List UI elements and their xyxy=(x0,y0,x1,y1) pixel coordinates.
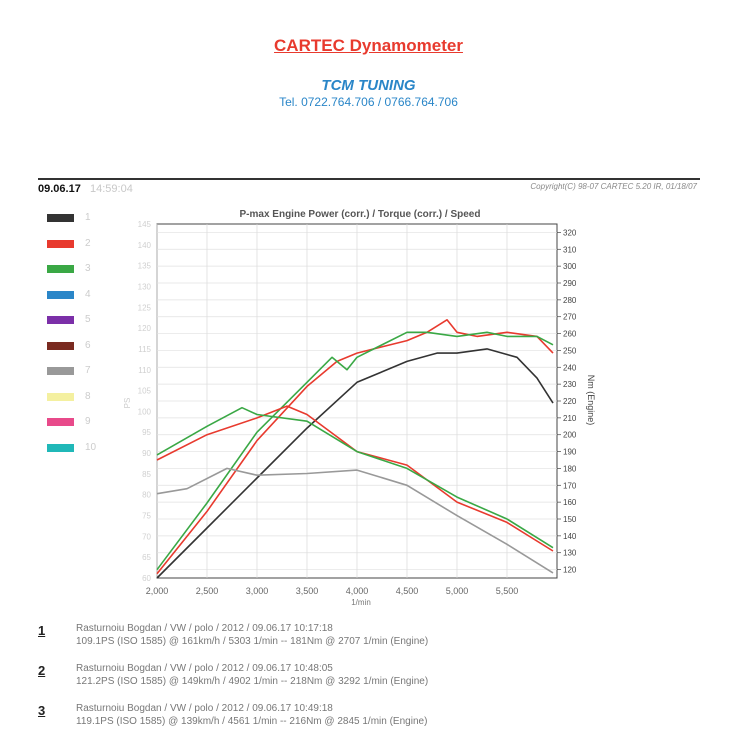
right-tick-label: 180 xyxy=(563,464,577,473)
series-torque-1 xyxy=(156,467,554,574)
x-tick-label: 2,000 xyxy=(146,586,169,596)
series-torque-2 xyxy=(156,405,554,552)
series-power-1 xyxy=(156,348,554,579)
y-left-axis-label: PS xyxy=(123,398,132,409)
company-name: TCM TUNING xyxy=(321,77,416,94)
right-tick-label: 170 xyxy=(563,481,577,490)
legend-swatch xyxy=(47,239,74,248)
left-tick-label: 65 xyxy=(142,553,151,562)
right-tick-label: 320 xyxy=(563,228,577,237)
legend-swatch xyxy=(47,392,74,401)
left-tick-label: 145 xyxy=(138,220,152,229)
left-tick-label: 85 xyxy=(142,470,151,479)
left-tick-label: 140 xyxy=(138,241,152,250)
right-tick-label: 120 xyxy=(563,566,577,575)
legend-label: 7 xyxy=(85,365,91,376)
left-tick-label: 120 xyxy=(138,324,152,333)
left-tick-label: 115 xyxy=(138,345,151,354)
left-tick-label: 60 xyxy=(142,574,151,583)
run-result: 119.1PS (ISO 1585) @ 139km/h / 4561 1/mi… xyxy=(76,716,428,727)
legend-label: 1 xyxy=(85,212,91,223)
x-tick-label: 4,000 xyxy=(346,586,369,596)
run-info: Rasturnoiu Bogdan / VW / polo / 2012 / 0… xyxy=(76,623,333,634)
left-tick-label: 90 xyxy=(142,449,151,458)
legend-swatch xyxy=(47,214,74,222)
x-tick-label: 3,500 xyxy=(296,586,319,596)
right-tick-label: 280 xyxy=(563,296,577,305)
x-tick-label: 2,500 xyxy=(196,586,219,596)
legend-swatch xyxy=(47,316,74,324)
left-tick-label: 75 xyxy=(142,512,151,521)
left-tick-label: 125 xyxy=(138,303,152,312)
right-tick-label: 300 xyxy=(563,262,577,271)
series-power-3 xyxy=(156,331,554,571)
legend-label: 10 xyxy=(85,441,97,453)
x-tick-label: 5,000 xyxy=(446,586,469,596)
right-tick-label: 130 xyxy=(563,549,577,558)
legend-swatch xyxy=(47,341,74,350)
legend-label: 6 xyxy=(85,339,91,351)
right-tick-label: 200 xyxy=(563,431,577,440)
left-tick-label: 135 xyxy=(138,262,152,271)
right-tick-label: 210 xyxy=(563,414,577,423)
run-index: 2 xyxy=(38,663,46,678)
run-info: Rasturnoiu Bogdan / VW / polo / 2012 / 0… xyxy=(76,703,333,714)
right-tick-label: 150 xyxy=(563,515,577,524)
x-tick-label: 5,500 xyxy=(496,586,519,596)
x-axis-label: 1/min xyxy=(351,598,371,607)
left-tick-label: 70 xyxy=(142,532,151,541)
chart-title: P-max Engine Power (corr.) / Torque (cor… xyxy=(239,209,481,220)
right-tick-label: 140 xyxy=(563,532,577,541)
run-index: 3 xyxy=(38,703,46,718)
series-power-2 xyxy=(156,318,554,575)
legend-label: 3 xyxy=(85,263,91,274)
right-tick-label: 270 xyxy=(563,313,577,322)
page-title: CARTEC Dynamometer xyxy=(274,36,463,55)
legend-swatch xyxy=(47,418,74,426)
run-result: 121.2PS (ISO 1585) @ 149km/h / 4902 1/mi… xyxy=(76,676,429,687)
right-tick-label: 240 xyxy=(563,363,577,372)
run-result: 109.1PS (ISO 1585) @ 161km/h / 5303 1/mi… xyxy=(76,636,429,647)
report-time: 14:59:04 xyxy=(90,183,133,195)
left-tick-label: 95 xyxy=(142,428,151,437)
legend-label: 8 xyxy=(85,390,91,402)
right-tick-label: 220 xyxy=(563,397,577,406)
right-tick-label: 190 xyxy=(563,448,577,457)
right-tick-label: 260 xyxy=(563,330,577,339)
right-tick-label: 230 xyxy=(563,380,577,389)
company-phone: Tel. 0722.764.706 / 0766.764.706 xyxy=(279,95,458,109)
left-tick-label: 100 xyxy=(138,407,152,416)
copyright-text: Copyright(C) 98-07 CARTEC 5.20 IR, 01/18… xyxy=(530,182,697,191)
legend-label: 2 xyxy=(85,237,91,249)
right-tick-label: 250 xyxy=(563,346,577,355)
left-tick-label: 130 xyxy=(138,282,152,291)
report-date: 09.06.17 xyxy=(38,183,81,195)
legend-swatch xyxy=(47,367,74,375)
series-torque-3 xyxy=(156,406,554,549)
x-tick-label: 4,500 xyxy=(396,586,419,596)
legend-label: 5 xyxy=(85,314,91,325)
run-index: 1 xyxy=(38,623,46,638)
right-tick-label: 160 xyxy=(563,498,577,507)
left-tick-label: 105 xyxy=(138,387,152,396)
legend-swatch xyxy=(47,290,74,299)
right-tick-label: 310 xyxy=(563,245,577,254)
left-tick-label: 110 xyxy=(138,366,151,375)
dyno-chart: 2,000 2,500 3,000 3,500 4,000 4,500 5,000 5,500… xyxy=(123,220,596,607)
run-info: Rasturnoiu Bogdan / VW / polo / 2012 / 0… xyxy=(76,663,333,674)
legend-label: 4 xyxy=(85,288,91,300)
legend-swatch xyxy=(47,265,74,273)
legend-label: 9 xyxy=(85,416,91,427)
y-right-axis-label: Nm (Engine) xyxy=(586,375,596,426)
x-tick-label: 3,000 xyxy=(246,586,269,596)
left-tick-label: 80 xyxy=(142,491,151,500)
legend-swatch xyxy=(47,443,74,452)
right-tick-label: 290 xyxy=(563,279,577,288)
header-divider xyxy=(38,178,700,180)
